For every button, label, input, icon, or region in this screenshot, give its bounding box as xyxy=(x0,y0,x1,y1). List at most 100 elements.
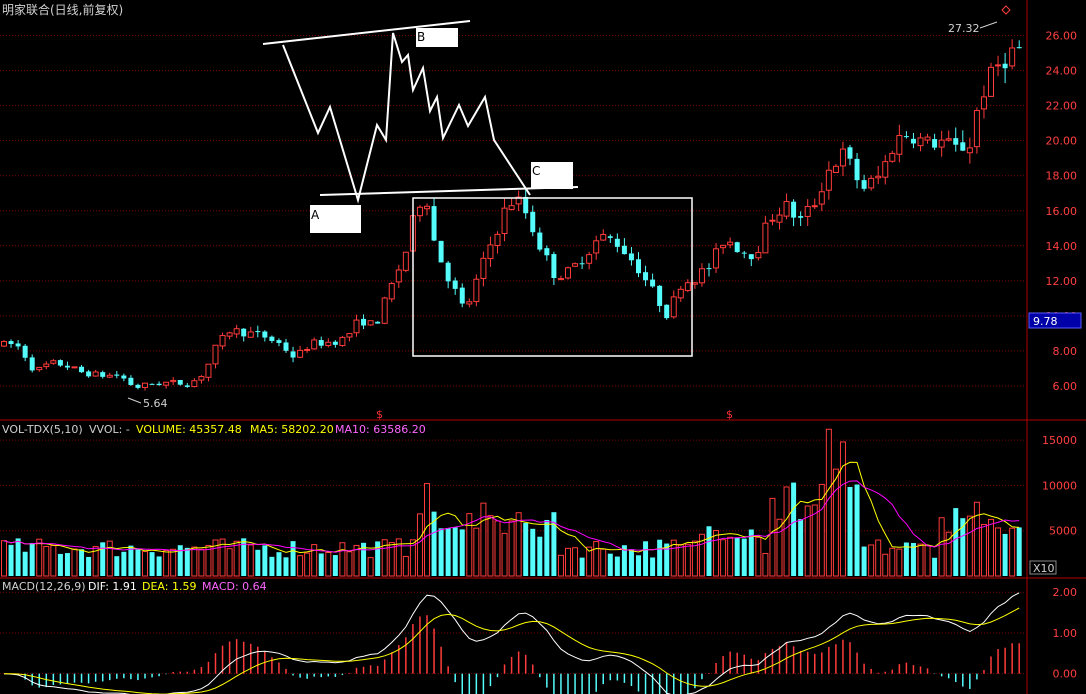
price-tick-label: 14.00 xyxy=(1046,240,1078,253)
volume-bar xyxy=(973,501,980,577)
candle-body xyxy=(438,240,444,263)
volume-bar xyxy=(917,543,924,577)
volume-bar xyxy=(22,551,28,576)
volume-bar xyxy=(966,515,973,577)
current-price-label: 9.78 xyxy=(1033,315,1058,328)
volume-bar xyxy=(304,552,311,577)
candle-body xyxy=(219,335,226,347)
price-tick-label: 20.00 xyxy=(1046,135,1078,148)
volume-bar xyxy=(325,551,332,577)
volume-bar xyxy=(212,539,219,577)
candle-body xyxy=(1,341,7,347)
candle-body xyxy=(657,285,663,306)
volume-ma-lines xyxy=(3,461,1020,554)
pattern-label-box-c xyxy=(531,162,573,189)
volume-bar xyxy=(438,528,444,576)
candlesticks xyxy=(1,39,1022,391)
high-price-label: 27.32 xyxy=(948,22,980,35)
zigzag-price-path xyxy=(282,32,531,204)
price-tick-label: 26.00 xyxy=(1046,30,1078,43)
candle-body xyxy=(783,201,790,217)
candle-body xyxy=(36,366,43,371)
volume-bar xyxy=(727,536,734,577)
candle-body xyxy=(297,349,304,358)
price-tick-label: 18.00 xyxy=(1046,170,1078,183)
volume-bar xyxy=(910,542,916,576)
candle-body xyxy=(917,137,924,147)
candle-body xyxy=(966,147,973,154)
macd-tick-label: 2.00 xyxy=(1053,586,1078,599)
volume-bar xyxy=(388,542,395,577)
candle-body xyxy=(508,205,515,210)
vol-indicator-name: VOL-TDX(5,10) xyxy=(2,423,83,436)
volume-bar xyxy=(607,553,613,576)
candle-body xyxy=(650,279,656,287)
volume-bar xyxy=(938,517,945,577)
candle-body xyxy=(135,384,141,388)
candle-body xyxy=(691,282,698,285)
candle-body xyxy=(769,219,776,222)
volume-unit-label: X10 xyxy=(1033,562,1055,575)
volume-bar xyxy=(50,544,57,577)
volume-bar xyxy=(791,482,797,576)
volume-bar xyxy=(361,542,367,576)
volume-bar xyxy=(825,428,832,577)
candle-body xyxy=(452,280,458,289)
candle-body xyxy=(325,341,332,347)
volume-bar xyxy=(868,544,875,577)
price-tick-label: 22.00 xyxy=(1046,100,1078,113)
event-marker: $ xyxy=(726,408,733,421)
volume-bar xyxy=(579,557,585,576)
candle-body xyxy=(537,232,543,250)
vol-vvol-label: VVOL: - xyxy=(89,423,130,436)
candle-body xyxy=(607,236,613,238)
volume-bar xyxy=(572,547,579,577)
candle-body xyxy=(791,201,797,218)
macd-tick-label: 0.00 xyxy=(1053,668,1078,681)
candle-body xyxy=(205,363,212,378)
candle-body xyxy=(755,251,762,259)
macd-macd-label: MACD: 0.64 xyxy=(202,580,267,593)
candle-body xyxy=(290,351,296,358)
candle-body xyxy=(734,242,740,253)
candle-body xyxy=(361,318,367,326)
macd-tick-label: 1.00 xyxy=(1053,627,1078,640)
volume-bar xyxy=(135,549,141,576)
candle-body xyxy=(1002,63,1008,69)
volume-bar xyxy=(924,545,931,577)
volume-bar xyxy=(980,524,987,577)
candle-body xyxy=(212,344,219,365)
candle-body xyxy=(875,175,882,179)
volume-bar xyxy=(480,502,487,577)
diamond-icon xyxy=(1001,5,1011,15)
volume-bar xyxy=(684,543,691,577)
candle-body xyxy=(847,147,853,159)
volume-bar xyxy=(734,537,740,576)
candle-body xyxy=(600,234,607,241)
volume-bar xyxy=(530,528,536,576)
candle-body xyxy=(106,374,113,378)
candle-body xyxy=(945,138,952,141)
candle-body xyxy=(395,269,402,283)
candle-body xyxy=(332,341,338,345)
price-tick-label: 24.00 xyxy=(1046,65,1078,78)
candle-body xyxy=(579,263,585,265)
candle-body xyxy=(664,304,670,319)
candle-body xyxy=(283,342,289,351)
candle-body xyxy=(882,161,889,178)
volume-bar xyxy=(487,515,494,577)
volume-bar xyxy=(818,483,825,577)
volume-bar xyxy=(720,539,727,577)
volume-bar xyxy=(995,527,1002,577)
volume-bar xyxy=(508,520,515,577)
volume-bar xyxy=(798,519,804,576)
volume-bar xyxy=(586,546,593,577)
volume-bar xyxy=(177,545,183,576)
candle-body xyxy=(71,366,78,369)
volume-bar xyxy=(163,550,170,577)
candle-body xyxy=(706,268,712,270)
volume-tick-label: 5000 xyxy=(1049,525,1077,538)
volume-bar xyxy=(945,531,952,577)
